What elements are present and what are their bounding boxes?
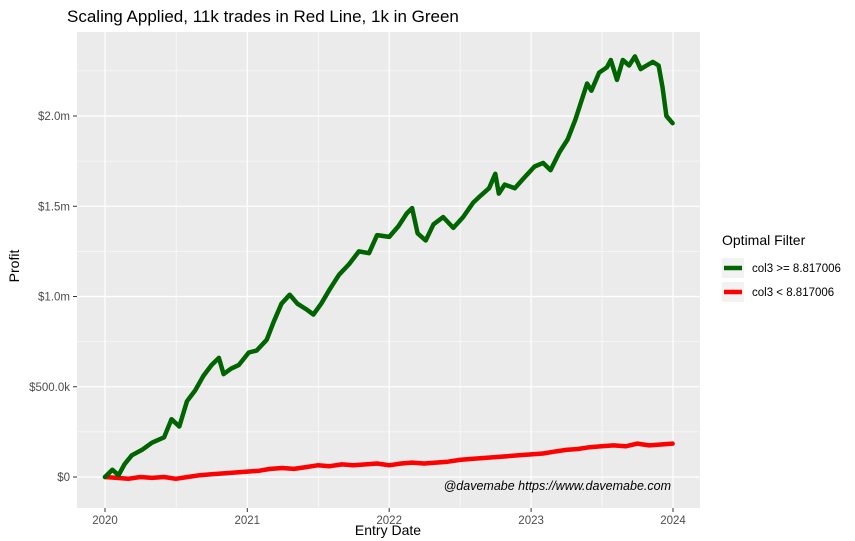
y-axis: $0 $500.0k $1.0m $1.5m $2.0m [29, 111, 77, 484]
grid-minor [77, 32, 700, 508]
plot-panel [77, 32, 700, 508]
y-tick-label: $1.0m [38, 292, 70, 304]
legend-label: col3 < 8.817006 [752, 287, 834, 299]
grid-major [77, 32, 700, 508]
x-tick-label: 2024 [660, 515, 686, 527]
y-tick-label: $1.5m [38, 201, 70, 213]
legend-title: Optimal Filter [722, 232, 806, 248]
series-line [102, 54, 675, 480]
y-axis-title: Profit [6, 250, 22, 283]
x-axis: 2020 2021 2022 2023 2024 [92, 508, 686, 527]
series-line [102, 441, 675, 482]
y-tick-label: $500.0k [29, 382, 70, 394]
legend-label: col3 >= 8.817006 [752, 263, 841, 275]
y-tick-label: $2.0m [38, 111, 70, 123]
source-annotation: @davemabe https://www.davemabe.com [444, 479, 671, 493]
x-tick-label: 2020 [92, 515, 118, 527]
x-tick-label: 2022 [376, 515, 402, 527]
x-axis-title: Entry Date [355, 522, 421, 538]
legend-items: col3 >= 8.817006 col3 < 8.817006 [722, 258, 841, 302]
chart-title: Scaling Applied, 11k trades in Red Line,… [67, 7, 459, 26]
legend: Optimal Filter col3 >= 8.817006 col3 < 8.… [722, 232, 841, 302]
y-tick-label: $0 [57, 472, 70, 484]
x-tick-label: 2023 [518, 515, 544, 527]
x-tick-label: 2021 [234, 515, 260, 527]
series-layer [102, 54, 675, 482]
